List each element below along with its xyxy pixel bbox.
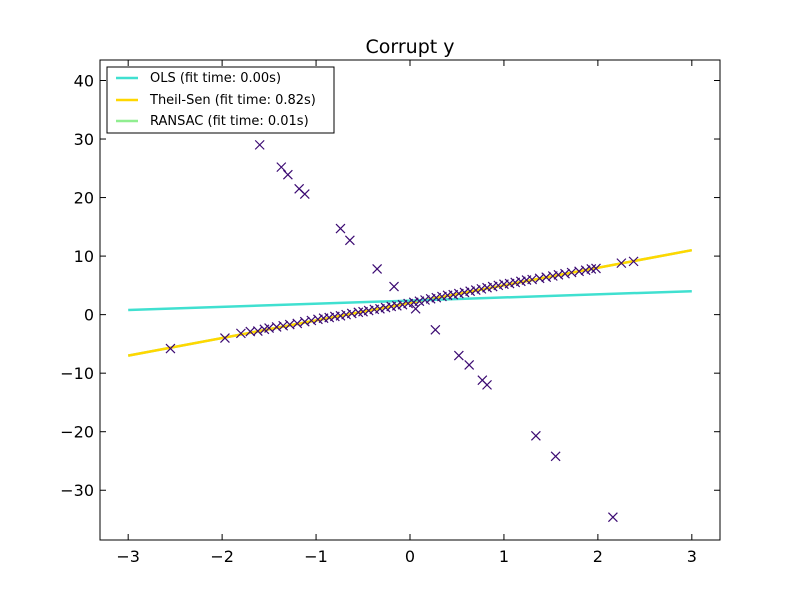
scatter-point	[235, 328, 246, 339]
x-tick-label: 2	[593, 547, 603, 566]
scatter-point	[482, 379, 492, 390]
scatter-point	[252, 326, 263, 336]
scatter-point	[616, 258, 627, 269]
scatter-point	[220, 333, 230, 343]
scatter-point	[453, 350, 464, 361]
scatter-point	[607, 512, 618, 523]
scatter-point	[245, 326, 256, 337]
scatter-point	[282, 169, 293, 180]
scatter-point	[464, 360, 475, 370]
series-layer	[127, 248, 693, 357]
x-tick-label: −2	[210, 547, 234, 566]
y-tick-label: 40	[74, 71, 94, 90]
legend: OLS (fit time: 0.00s) Theil-Sen (fit tim…	[106, 66, 335, 134]
scatter-point	[254, 139, 265, 150]
x-tick-label: 1	[499, 547, 509, 566]
y-tick-label: −30	[60, 481, 94, 500]
legend-label-ransac: RANSAC (fit time: 0.01s)	[150, 114, 309, 129]
scatter-point	[299, 189, 310, 199]
points-layer	[165, 139, 639, 523]
y-tick-label: 20	[74, 189, 94, 208]
scatter-point	[344, 235, 355, 246]
series-line-0	[128, 289, 692, 312]
scatter-point	[628, 256, 639, 267]
scatter-point	[410, 303, 421, 314]
legend-label-ols: OLS (fit time: 0.00s)	[150, 71, 281, 86]
scatter-point	[591, 263, 601, 274]
scatter-point	[276, 162, 287, 173]
scatter-point	[372, 264, 383, 274]
scatter-point	[530, 430, 541, 441]
scatter-point	[335, 223, 346, 234]
legend-label-theil-sen: Theil-Sen (fit time: 0.82s)	[149, 93, 316, 108]
scatter-point	[550, 451, 561, 462]
x-tick-label: −3	[116, 547, 140, 566]
x-tick-label: −1	[304, 547, 328, 566]
y-tick-label: −10	[60, 364, 94, 383]
series-line-1	[127, 248, 693, 357]
x-tick-label: 0	[405, 547, 415, 566]
y-tick-label: 0	[84, 306, 94, 325]
scatter-point	[165, 343, 176, 354]
y-tick-label: 10	[74, 247, 94, 266]
x-tick-label: 3	[687, 547, 697, 566]
scatter-point	[389, 281, 399, 292]
legend-box	[106, 66, 335, 134]
scatter-point	[292, 318, 303, 329]
y-tick-label: −20	[60, 423, 94, 442]
x-axis: −3 −2 −1 0 1 2 3	[116, 60, 697, 566]
scatter-point	[430, 324, 441, 335]
y-tick-label: 30	[74, 130, 94, 149]
chart-title: Corrupt y	[365, 36, 454, 58]
y-axis: −30 −20 −10 0 10 20 30 40	[60, 71, 720, 500]
